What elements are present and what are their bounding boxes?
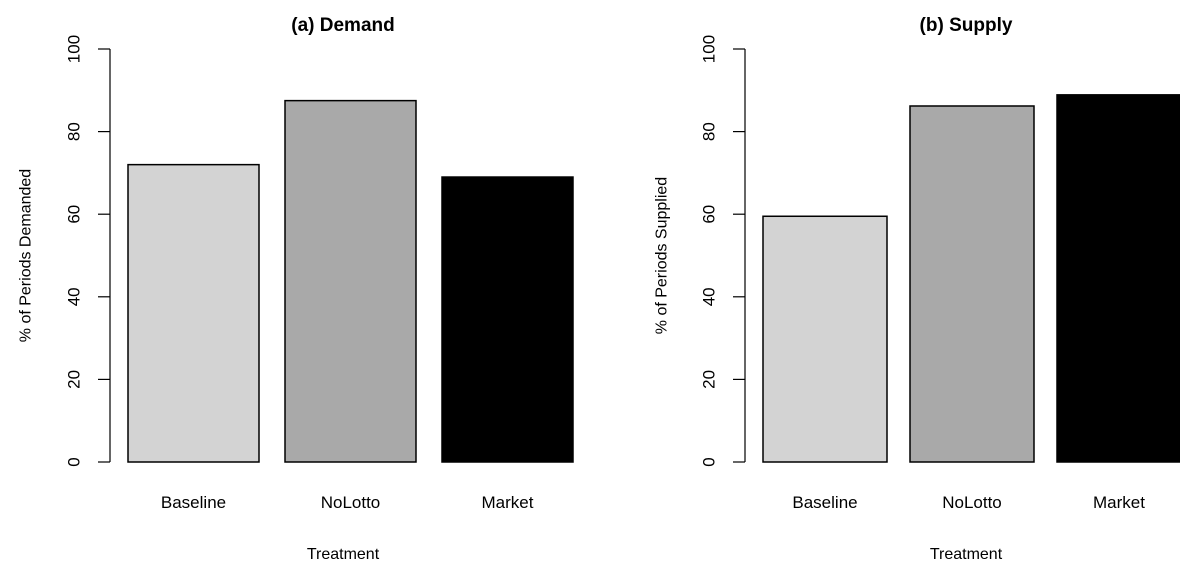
- panel-2-category-label: NoLotto: [942, 493, 1002, 512]
- panel-2-chart-title: (b) Supply: [920, 15, 1013, 36]
- panel-2-y-tick-label: 40: [700, 287, 719, 306]
- panel-1-category-label: Market: [482, 493, 534, 512]
- panel-2-y-tick-label: 80: [700, 122, 719, 141]
- panel-1-bar-market: [441, 176, 574, 463]
- panel-2-bar-baseline: [762, 215, 888, 463]
- panel-2-bar-market: [1056, 94, 1180, 463]
- panel-2-category-label: Market: [1093, 493, 1145, 512]
- panel-2-y-axis-label: % of Periods Supplied: [654, 177, 671, 334]
- panel-2-y-tick-label: 100: [700, 35, 719, 63]
- panel-1-y-tick-label: 60: [65, 205, 84, 224]
- panel-1-bar-baseline: [127, 163, 260, 463]
- panel-1-category-label: NoLotto: [321, 493, 381, 512]
- panel-2-y-tick-label: 0: [700, 457, 719, 466]
- panel-1-y-tick-label: 40: [65, 287, 84, 306]
- panel-1-chart-title: (a) Demand: [291, 15, 394, 36]
- panel-1-y-tick-label: 0: [65, 457, 84, 466]
- panel-1-y-tick-label: 20: [65, 370, 84, 389]
- panel-1-x-axis-label: Treatment: [307, 546, 380, 563]
- panel-1-y-tick-label: 80: [65, 122, 84, 141]
- panel-1-category-label: Baseline: [161, 493, 226, 512]
- panel-1-y-axis-label: % of Periods Demanded: [18, 169, 35, 342]
- panel-2-y-tick-label: 20: [700, 370, 719, 389]
- panel-1-bar-nolotto: [284, 99, 417, 463]
- panel-2-x-axis-label: Treatment: [930, 546, 1003, 563]
- panel-2-bar-nolotto: [909, 105, 1035, 463]
- panel-2-category-label: Baseline: [792, 493, 857, 512]
- panel-1-y-tick-label: 100: [65, 35, 84, 63]
- panel-2-y-tick-label: 60: [700, 205, 719, 224]
